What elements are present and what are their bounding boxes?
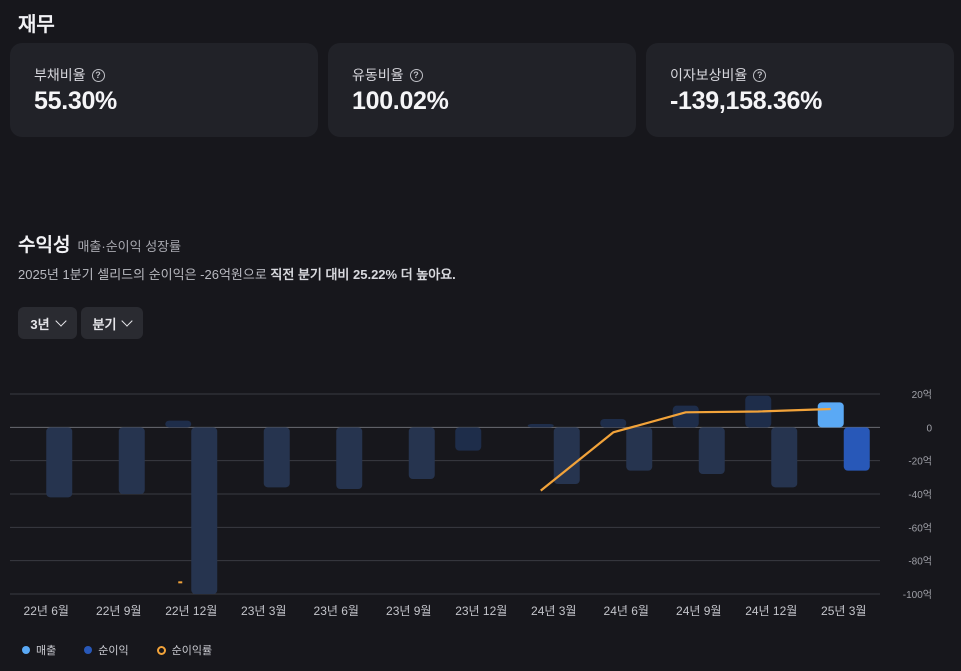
- legend-label: 순이익률: [171, 645, 213, 657]
- interest-coverage-card: 이자보상비율 ? -139,158.36%: [646, 43, 954, 137]
- current-ratio-value: 100.02%: [352, 87, 449, 115]
- x-tick-label: 22년 12월: [165, 604, 217, 618]
- margin-line: [540, 407, 831, 492]
- net-income-bar: [191, 427, 218, 594]
- interval-dropdown-label: 분기: [92, 316, 117, 332]
- revenue-bar: [817, 402, 844, 428]
- x-tick-label: 23년 3월: [241, 604, 286, 618]
- finance-title: 재무: [18, 14, 55, 36]
- help-icon[interactable]: ?: [409, 68, 423, 82]
- profitability-header: 수익성 매출·순이익 성장률: [18, 230, 181, 257]
- period-dropdown-label: 3년: [30, 316, 50, 332]
- debt-ratio-label: 부채비율: [34, 67, 86, 83]
- x-tick-label: 24년 9월: [676, 604, 721, 618]
- current-ratio-label: 유동비율: [352, 67, 404, 83]
- profitability-title: 수익성: [18, 235, 71, 256]
- x-tick-label: 23년 12월: [455, 604, 507, 618]
- net-income-bar: [46, 427, 73, 498]
- summary-highlight: 직전 분기 대비 25.22% 더 높아요.: [270, 267, 456, 282]
- profitability-chart: 20억 0 -20억 -40억 -60억 -80억 -100억 22년 6월 22년 9월 22년…: [10, 389, 932, 618]
- interest-coverage-value: -139,158.36%: [670, 87, 823, 115]
- help-icon[interactable]: ?: [753, 68, 767, 82]
- debt-ratio-card: 부채비율 ? 55.30%: [10, 43, 318, 137]
- y-tick-label: 20억: [912, 389, 932, 401]
- margin-ring-icon: [156, 645, 166, 655]
- x-tick-label: 24년 12월: [745, 604, 797, 618]
- y-tick-label: 0: [926, 423, 932, 434]
- x-tick-label: 23년 9월: [386, 604, 431, 618]
- net-income-bar: [118, 427, 145, 494]
- x-tick-label: 24년 6월: [604, 604, 649, 618]
- revenue-bar: [600, 419, 627, 428]
- net-income-dot-icon: [84, 646, 93, 654]
- profitability-summary: 2025년 1분기 셀리드의 순이익은 -26억원으로 직전 분기 대비 25.…: [18, 264, 456, 283]
- period-dropdown[interactable]: 3년: [18, 307, 77, 339]
- net-income-bar: [408, 427, 435, 479]
- chart-legend: 매출 순이익 순이익률: [22, 642, 212, 658]
- net-income-bar: [553, 427, 580, 484]
- legend-label: 순이익: [98, 645, 129, 657]
- net-income-bar: [336, 427, 363, 489]
- revenue-bar: [672, 405, 699, 428]
- legend-item-revenue[interactable]: 매출: [22, 642, 56, 658]
- x-tick-label: 25년 3월: [821, 604, 866, 618]
- chevron-down-icon: [54, 315, 67, 327]
- y-tick-label: -40억: [908, 489, 932, 501]
- interval-dropdown[interactable]: 분기: [81, 307, 143, 339]
- x-tick-label: 22년 6월: [24, 604, 69, 618]
- revenue-bar: [455, 427, 482, 451]
- y-tick-label: -20억: [908, 456, 932, 468]
- x-tick-label: 24년 3월: [531, 604, 576, 618]
- legend-label: 매출: [36, 645, 57, 657]
- revenue-bar: [165, 420, 192, 428]
- net-income-bar: [843, 427, 870, 471]
- revenue-bar: [527, 424, 554, 428]
- net-income-bar: [771, 427, 798, 488]
- chevron-down-icon: [121, 315, 134, 327]
- x-tick-label: 22년 9월: [96, 604, 141, 618]
- legend-item-margin[interactable]: 순이익률: [156, 642, 213, 658]
- profitability-subtitle: 매출·순이익 성장률: [77, 239, 182, 254]
- y-tick-label: -60억: [908, 522, 932, 534]
- summary-text: 2025년 1분기 셀리드의 순이익은 -26억원으로: [18, 267, 271, 282]
- current-ratio-card: 유동비율 ? 100.02%: [328, 43, 636, 137]
- y-tick-label: -100억: [903, 589, 932, 601]
- interest-coverage-label: 이자보상비율: [670, 67, 748, 83]
- x-tick-label: 23년 6월: [314, 604, 359, 618]
- legend-item-net-income[interactable]: 순이익: [84, 642, 129, 658]
- revenue-dot-icon: [22, 646, 30, 654]
- y-tick-label: -80억: [908, 556, 932, 568]
- net-income-bar: [626, 427, 653, 471]
- debt-ratio-value: 55.30%: [34, 87, 117, 115]
- help-icon[interactable]: ?: [91, 68, 105, 82]
- net-income-bar: [263, 427, 290, 488]
- net-income-bar: [698, 427, 725, 474]
